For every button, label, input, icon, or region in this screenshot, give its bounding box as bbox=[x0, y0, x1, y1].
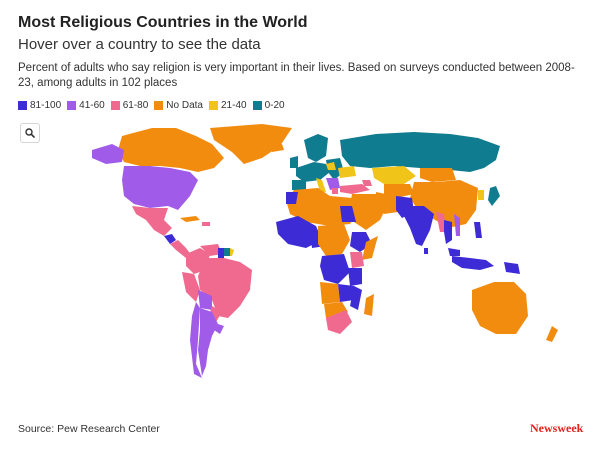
legend-swatch bbox=[110, 101, 120, 110]
chart-title: Most Religious Countries in the World bbox=[18, 14, 308, 31]
legend-item-no-data[interactable]: No Data bbox=[154, 100, 203, 111]
legend-label: 21-40 bbox=[220, 100, 247, 111]
legend-label: 0-20 bbox=[264, 100, 285, 111]
country-kazakhstan[interactable] bbox=[372, 166, 416, 184]
country-italy[interactable] bbox=[316, 178, 326, 192]
legend: 81-100 41-60 61-80 No Data 21-40 0-20 bbox=[18, 100, 291, 111]
country-australia[interactable] bbox=[472, 282, 528, 334]
search-icon bbox=[25, 128, 35, 138]
country-french-guiana[interactable] bbox=[230, 248, 234, 256]
chart-description: Percent of adults who say religion is ve… bbox=[18, 62, 575, 89]
country-cuba[interactable] bbox=[180, 216, 200, 222]
country-egypt[interactable] bbox=[340, 206, 356, 222]
country-chile[interactable] bbox=[190, 302, 202, 378]
country-congo[interactable] bbox=[320, 254, 350, 284]
country-greece[interactable] bbox=[332, 188, 338, 194]
country-guatemala[interactable] bbox=[164, 234, 176, 244]
country-scandinavia[interactable] bbox=[304, 134, 328, 162]
country-png[interactable] bbox=[504, 262, 520, 274]
country-japan[interactable] bbox=[488, 186, 500, 206]
country-suriname[interactable] bbox=[224, 248, 230, 256]
country-somalia[interactable] bbox=[362, 236, 378, 260]
country-tanzania[interactable] bbox=[348, 268, 362, 286]
legend-swatch bbox=[18, 101, 27, 110]
country-mongolia[interactable] bbox=[420, 168, 456, 182]
legend-label: 61-80 bbox=[122, 100, 149, 111]
country-caucasus[interactable] bbox=[362, 180, 372, 186]
country-thailand[interactable] bbox=[444, 220, 452, 244]
country-usa[interactable] bbox=[122, 166, 198, 210]
country-sri-lanka[interactable] bbox=[424, 248, 428, 254]
legend-swatch bbox=[208, 101, 218, 110]
legend-label: No Data bbox=[166, 100, 203, 111]
country-new-zealand[interactable] bbox=[546, 326, 558, 342]
country-malaysia[interactable] bbox=[448, 248, 460, 256]
country-central-africa[interactable] bbox=[318, 224, 350, 256]
country-poland[interactable] bbox=[326, 162, 336, 170]
legend-item-21-40[interactable]: 21-40 bbox=[208, 100, 247, 111]
country-south-africa[interactable] bbox=[326, 310, 352, 334]
country-mexico[interactable] bbox=[132, 206, 172, 236]
chart-subtitle: Hover over a country to see the data bbox=[18, 36, 261, 53]
country-uruguay[interactable] bbox=[214, 324, 224, 334]
country-philippines[interactable] bbox=[474, 222, 482, 238]
legend-swatch bbox=[154, 101, 164, 110]
country-ukraine[interactable] bbox=[338, 166, 356, 178]
country-angola[interactable] bbox=[320, 282, 340, 304]
country-china[interactable] bbox=[410, 180, 478, 228]
country-argentina[interactable] bbox=[198, 308, 218, 376]
legend-item-81-100[interactable]: 81-100 bbox=[18, 100, 61, 111]
country-russia[interactable] bbox=[340, 132, 500, 172]
country-guyana[interactable] bbox=[218, 248, 224, 258]
country-west-africa[interactable] bbox=[276, 216, 322, 248]
country-kenya[interactable] bbox=[350, 252, 364, 268]
legend-item-0-20[interactable]: 0-20 bbox=[252, 100, 285, 111]
country-central-asia[interactable] bbox=[384, 184, 414, 198]
country-korea[interactable] bbox=[478, 190, 484, 200]
map-search-button[interactable] bbox=[20, 123, 40, 143]
legend-label: 41-60 bbox=[79, 100, 105, 111]
country-bolivia[interactable] bbox=[198, 290, 212, 310]
country-dominican-republic[interactable] bbox=[202, 222, 210, 226]
country-indonesia[interactable] bbox=[452, 256, 494, 270]
country-peru[interactable] bbox=[182, 272, 200, 302]
legend-label: 81-100 bbox=[30, 100, 62, 111]
country-mozambique[interactable] bbox=[350, 286, 362, 310]
country-madagascar[interactable] bbox=[364, 294, 374, 316]
legend-item-41-60[interactable]: 41-60 bbox=[67, 100, 105, 111]
legend-swatch bbox=[67, 101, 77, 110]
legend-swatch bbox=[252, 101, 262, 110]
country-turkey[interactable] bbox=[340, 184, 370, 194]
country-india[interactable] bbox=[404, 206, 434, 246]
country-venezuela[interactable] bbox=[200, 244, 222, 256]
country-uk[interactable] bbox=[290, 156, 298, 168]
country-greenland[interactable] bbox=[210, 124, 292, 164]
country-zambia[interactable] bbox=[338, 284, 354, 302]
country-canada[interactable] bbox=[118, 128, 224, 172]
newsweek-logo[interactable]: Newsweek bbox=[530, 421, 584, 435]
country-balkans[interactable] bbox=[326, 178, 340, 190]
legend-item-61-80[interactable]: 61-80 bbox=[110, 100, 149, 111]
country-iceland[interactable] bbox=[270, 144, 284, 152]
country-iran[interactable] bbox=[376, 192, 398, 214]
country-brazil[interactable] bbox=[198, 258, 252, 318]
country-morocco[interactable] bbox=[286, 192, 298, 204]
country-iberia[interactable] bbox=[292, 180, 306, 190]
country-western-europe[interactable] bbox=[296, 162, 330, 182]
country-alaska[interactable] bbox=[92, 144, 124, 164]
source-note: Source: Pew Research Center bbox=[18, 423, 160, 435]
country-vietnam[interactable] bbox=[454, 214, 460, 236]
country-myanmar[interactable] bbox=[436, 212, 446, 232]
country-central-america[interactable] bbox=[170, 240, 192, 258]
